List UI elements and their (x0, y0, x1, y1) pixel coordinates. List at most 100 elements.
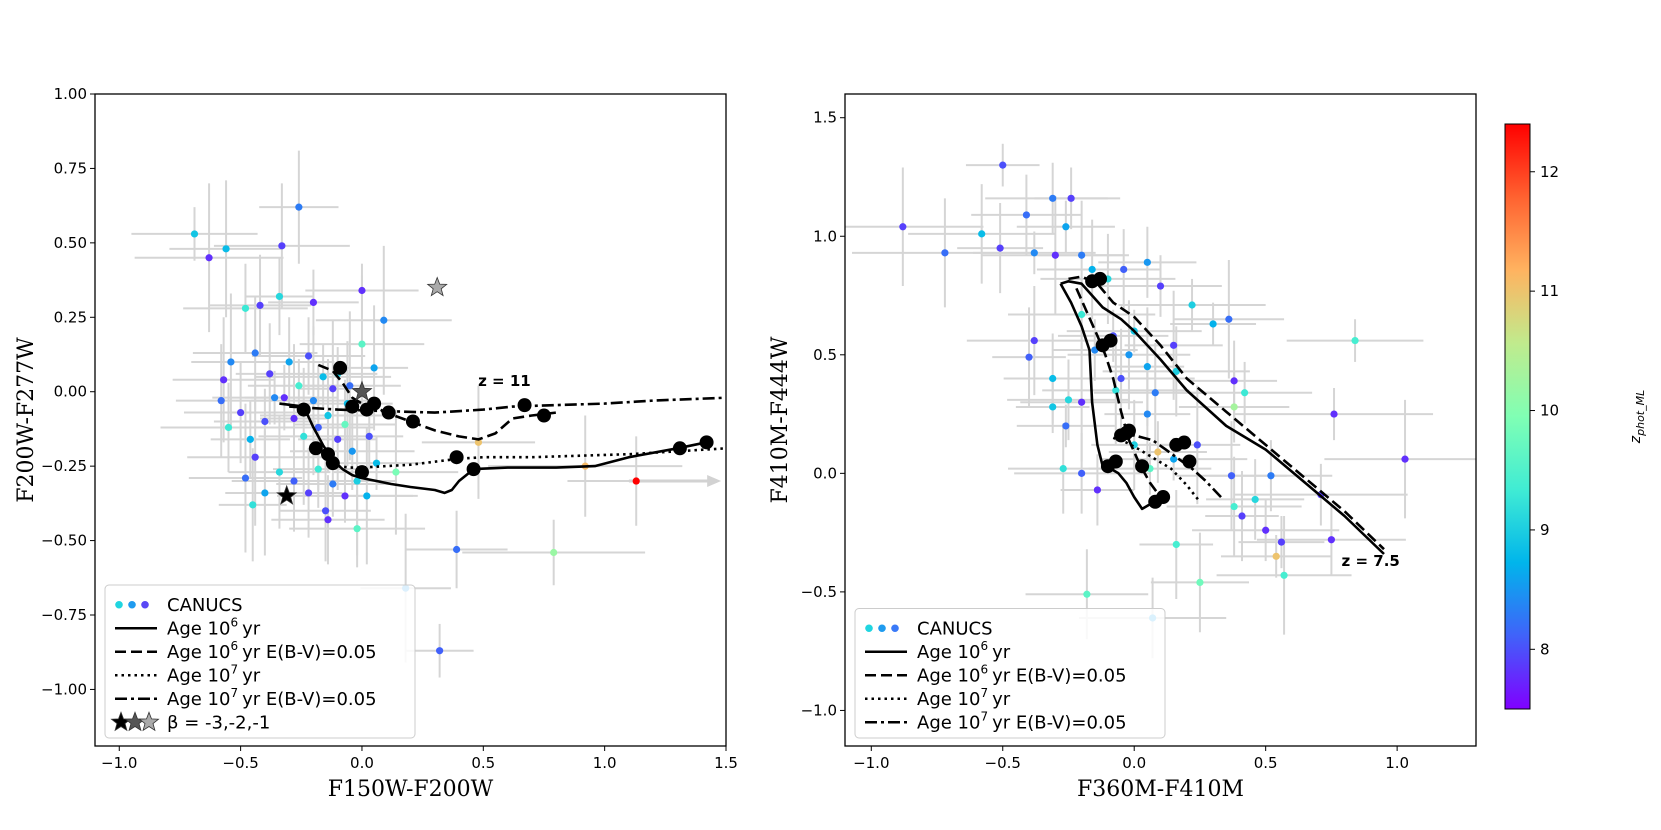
left-track-marker (345, 399, 360, 414)
left-data-point (217, 397, 225, 405)
right-legend-frame (854, 608, 1166, 739)
left-legend-label-age: Age 10 (167, 642, 230, 663)
right-data-point (1277, 538, 1286, 546)
left-track-marker (296, 402, 311, 417)
left-legend-label-dashdot: Age 107 yr E(B-V)=0.05 (167, 686, 377, 710)
left-data-point (275, 292, 284, 301)
left-legend-label-suffix: yr (242, 665, 261, 686)
right-data-point (1117, 374, 1125, 383)
left-data-point (190, 230, 199, 238)
right-legend-label-exponent: 6 (980, 662, 988, 676)
left-y-axis: −1.00 −0.75 −0.50 −0.25 0.00 0.25 0.50 0.75 1.00 (41, 85, 95, 698)
right-y-tick-label: −1.0 (801, 701, 837, 719)
left-data-point (329, 385, 337, 393)
right-data-point (1172, 540, 1180, 549)
left-data-point (304, 489, 313, 497)
right-legend-label-suffix: yr (992, 642, 1011, 663)
left-data-point (227, 358, 235, 366)
left-data-point (309, 397, 318, 405)
left-data-point (222, 245, 230, 253)
right-track-marker (1177, 435, 1192, 450)
right-track-dotted (1112, 436, 1201, 503)
left-y-tick-label: 0.75 (54, 159, 87, 177)
right-track-dashed (1075, 287, 1162, 498)
right-data-point (1062, 422, 1070, 430)
left-legend-label-suffix: yr E(B-V)=0.05 (242, 642, 376, 663)
left-legend-label-solid: Age 106 yr (167, 615, 261, 639)
left-data-point (256, 301, 264, 309)
right-data-point (1170, 455, 1178, 463)
left-data-point (372, 459, 381, 467)
right-data-point (1230, 502, 1238, 511)
right-data-point (1227, 472, 1236, 480)
left-data-point (285, 358, 293, 366)
left-x-tick-label: 0.0 (350, 754, 374, 772)
right-data-point (1230, 377, 1238, 385)
left-legend-label-exponent: 7 (230, 686, 238, 700)
left-legend-label-suffix: yr E(B-V)=0.05 (242, 689, 376, 710)
left-data-point (392, 468, 400, 476)
left-data-point (324, 516, 332, 524)
right-x-axis-label: F360M-F410M (1077, 777, 1244, 802)
right-data-points (899, 161, 1409, 622)
left-data-point (353, 525, 361, 533)
left-data-point (348, 447, 356, 455)
colorbar: 8 9 10 11 12 zphot_ML (1504, 123, 1647, 710)
left-track-marker (449, 450, 464, 465)
right-data-point (1280, 571, 1288, 579)
right-y-tick-label: 0.5 (813, 346, 837, 364)
left-legend-canucs-dot (128, 600, 136, 609)
left-x-tick-label: −1.0 (101, 754, 137, 772)
right-track-marker (1100, 459, 1115, 474)
left-data-point (329, 480, 337, 488)
left-data-point (249, 501, 257, 509)
left-track-marker (308, 441, 323, 456)
right-data-point (1078, 251, 1086, 259)
left-track-marker (672, 441, 687, 456)
right-data-point (1030, 336, 1038, 345)
left-data-point (474, 438, 483, 446)
right-data-point (1156, 282, 1165, 290)
left-y-axis-label: F200W-F277W (14, 337, 39, 503)
left-track-marker (333, 360, 348, 375)
right-data-point (1170, 341, 1178, 349)
right-data-point (1351, 336, 1359, 345)
left-data-point (334, 435, 342, 443)
colorbar-tick-label: 10 (1540, 402, 1559, 420)
left-legend-label-age: Age 10 (167, 665, 230, 686)
left-x-axis: −1.0 −0.5 0.0 0.5 1.0 1.5 (101, 746, 738, 772)
left-track-marker (466, 462, 481, 477)
right-data-point (978, 230, 986, 238)
left-legend-canucs-dot (115, 600, 123, 609)
right-track-markers (1085, 271, 1197, 509)
right-data-point (1125, 351, 1133, 359)
left-arrow-head (707, 475, 722, 488)
right-legend-label-suffix: yr E(B-V)=0.05 (992, 712, 1126, 733)
left-track-markers (296, 360, 714, 480)
left-track-marker (536, 408, 551, 423)
right-legend-label-age: Age 10 (917, 689, 980, 710)
right-data-point (941, 249, 949, 257)
right-y-tick-label: 0.0 (813, 464, 837, 482)
right-axes-frame (844, 93, 1477, 747)
left-data-point (380, 316, 388, 324)
left-y-tick-label: 0.50 (54, 234, 87, 252)
left-data-point (550, 548, 558, 557)
left-data-point (363, 492, 371, 500)
left-legend-label-exponent: 7 (230, 662, 238, 676)
left-data-point (246, 435, 254, 443)
right-x-tick-label: 0.0 (1122, 754, 1146, 772)
right-data-point (1078, 398, 1086, 406)
left-data-point (261, 417, 269, 426)
right-data-point (1049, 403, 1057, 411)
right-data-point (1143, 363, 1151, 371)
right-data-point (1062, 223, 1070, 231)
right-track-solid (1060, 280, 1385, 555)
colorbar-label-main: z (1628, 435, 1644, 444)
right-data-point (1025, 353, 1033, 361)
right-data-point (1120, 265, 1128, 274)
left-data-point (365, 432, 373, 440)
right-data-point (1030, 249, 1038, 257)
left-data-point (251, 349, 259, 357)
right-data-point (899, 223, 907, 231)
